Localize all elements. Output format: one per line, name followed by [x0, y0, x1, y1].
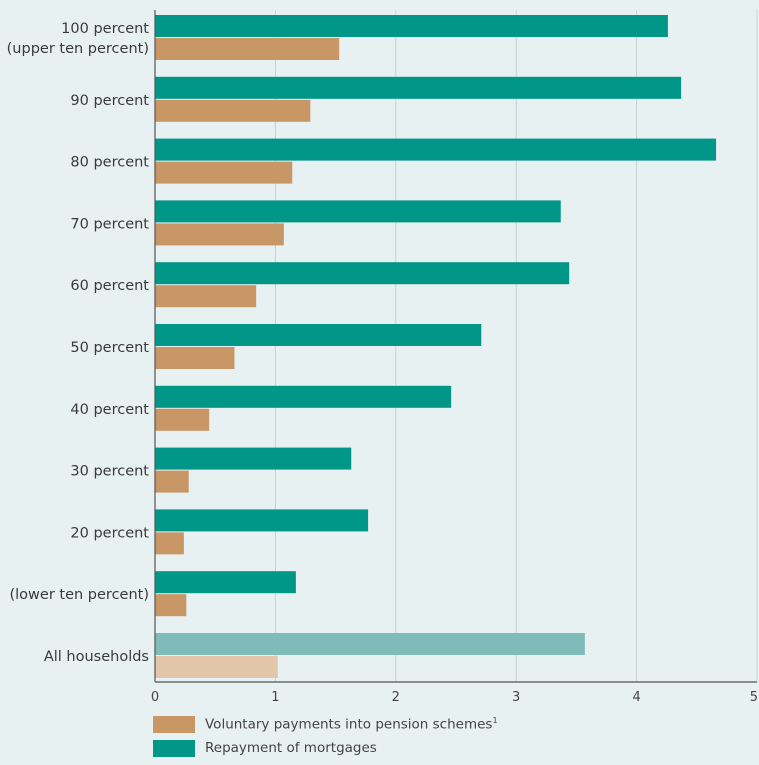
bar-pension [155, 99, 311, 122]
category-label: 90 percent [70, 93, 149, 109]
bar-mortgages [155, 15, 668, 37]
bar-pension [155, 532, 184, 555]
bar-mortgages [155, 138, 717, 161]
category-label: 80 percent [70, 155, 149, 171]
legend-swatch-pension [153, 715, 195, 733]
bar-pension [155, 470, 189, 493]
category-label: 30 percent [70, 464, 149, 480]
bar-pension [155, 408, 210, 431]
legend-item-mortgages: Repayment of mortgages [153, 737, 498, 759]
bar-mortgages [155, 385, 452, 408]
category-label: (upper ten percent) [7, 41, 149, 57]
bar-mortgages [155, 571, 296, 594]
legend-label-mortgages: Repayment of mortgages [205, 740, 377, 756]
bar-pension [155, 38, 340, 60]
bar-mortgages [155, 633, 585, 655]
category-label: 20 percent [70, 525, 149, 541]
x-tick-label: 1 [271, 690, 279, 705]
legend: Voluntary payments into pension schemes1… [153, 713, 498, 761]
bar-mortgages [155, 76, 682, 99]
x-tick-label: 3 [512, 690, 520, 705]
bar-pension [155, 223, 284, 246]
category-label: 100 percent [61, 21, 149, 37]
x-tick-label: 0 [151, 690, 159, 705]
bar-mortgages [155, 200, 561, 223]
category-label: All households [44, 649, 149, 665]
x-tick-label: 4 [632, 690, 640, 705]
bar-pension [155, 594, 187, 617]
bar-mortgages [155, 324, 482, 346]
bar-pension [155, 161, 293, 184]
bar-mortgages [155, 509, 369, 532]
category-label: 40 percent [70, 402, 149, 418]
legend-label-pension: Voluntary payments into pension schemes1 [205, 715, 498, 733]
bar-chart-plot: 100 percent (upper ten percent) 90 percent… [7, 10, 758, 705]
bar-pension [155, 656, 278, 678]
legend-item-pension: Voluntary payments into pension schemes1 [153, 713, 498, 735]
category-label: (lower ten percent) [9, 587, 149, 603]
bar-pension [155, 347, 235, 369]
x-tick-label: 2 [392, 690, 400, 705]
legend-swatch-mortgages [153, 739, 195, 757]
bar-pension [155, 285, 257, 308]
category-label: 70 percent [70, 216, 149, 232]
bar-mortgages [155, 262, 570, 285]
bar-mortgages [155, 447, 352, 470]
category-label: 50 percent [70, 340, 149, 356]
x-tick-label: 5 [750, 690, 758, 705]
category-label: 60 percent [70, 278, 149, 294]
